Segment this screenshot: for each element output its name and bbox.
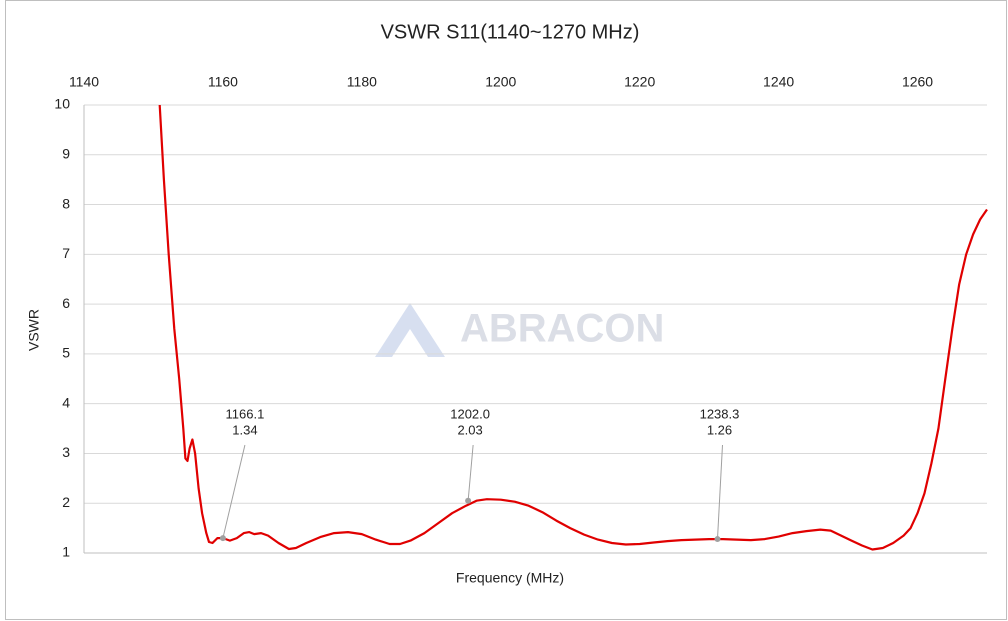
y-tick-label: 5 bbox=[62, 345, 70, 361]
watermark: ABRACON bbox=[375, 303, 664, 357]
x-tick-label: 1180 bbox=[347, 74, 377, 90]
y-tick-label: 10 bbox=[54, 96, 70, 112]
annotation-text: 1238.3 bbox=[700, 406, 740, 421]
y-tick-label: 8 bbox=[62, 195, 70, 211]
annotation-leader bbox=[222, 444, 246, 539]
x-tick-label: 1160 bbox=[208, 74, 238, 90]
annotation-text: 1202.0 bbox=[450, 406, 490, 421]
y-tick-label: 7 bbox=[62, 245, 70, 261]
annotation-leader bbox=[467, 444, 474, 501]
x-tick-label: 1260 bbox=[902, 74, 933, 90]
y-tick-label: 6 bbox=[62, 295, 70, 311]
x-tick-label: 1240 bbox=[763, 74, 794, 90]
data-line bbox=[158, 104, 988, 551]
annotation-leader bbox=[716, 444, 723, 540]
annotation-text: 1.34 bbox=[232, 422, 257, 437]
x-axis-label: Frequency (MHz) bbox=[456, 570, 564, 586]
annotation-marker bbox=[465, 497, 472, 504]
annotation-text: 1.26 bbox=[707, 422, 732, 437]
annotation-text: 2.03 bbox=[457, 422, 482, 437]
y-tick-label: 3 bbox=[62, 444, 70, 460]
watermark-text: ABRACON bbox=[460, 307, 664, 351]
annotation-marker bbox=[714, 536, 721, 543]
x-tick-label: 1200 bbox=[485, 74, 516, 90]
y-tick-label: 9 bbox=[62, 145, 70, 161]
y-tick-label: 2 bbox=[62, 494, 70, 510]
y-tick-label: 1 bbox=[62, 544, 70, 560]
y-axis-label: VSWR bbox=[26, 309, 42, 351]
y-tick-label: 4 bbox=[62, 394, 70, 410]
annotation-text: 1166.1 bbox=[226, 406, 265, 421]
x-tick-label: 1140 bbox=[69, 74, 99, 90]
chart-title: VSWR S11(1140~1270 MHz) bbox=[381, 21, 640, 43]
x-tick-label: 1220 bbox=[624, 74, 655, 90]
annotation-marker bbox=[219, 535, 226, 542]
watermark-logo bbox=[375, 303, 445, 357]
